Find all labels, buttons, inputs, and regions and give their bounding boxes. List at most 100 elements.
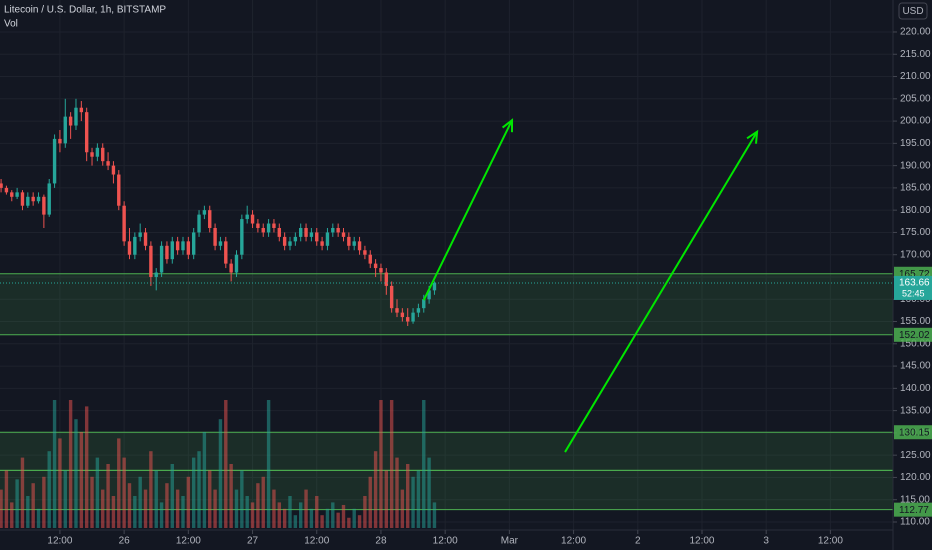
candle-body — [138, 232, 142, 237]
candle-body — [384, 272, 389, 286]
volume-bar — [379, 400, 383, 528]
candle-body — [202, 210, 207, 215]
volume-bar — [213, 489, 217, 528]
volume-bar — [26, 496, 30, 528]
volume-bar — [336, 512, 340, 528]
candle-body — [74, 107, 78, 126]
volume-bar — [373, 451, 378, 528]
x-tick-label: 12:00 — [561, 536, 586, 547]
volume-bar — [127, 483, 132, 528]
volume-bar — [384, 470, 389, 528]
volume-bar — [304, 489, 308, 528]
countdown: 52:45 — [902, 288, 925, 298]
volume-bar — [111, 496, 116, 528]
candle-body — [256, 223, 260, 228]
candle-body — [395, 308, 399, 313]
volume-bar — [20, 457, 25, 528]
candle-body — [298, 227, 303, 237]
candle-body — [363, 250, 367, 255]
y-tick-label: 220.00 — [900, 27, 931, 38]
x-tick-label: 2 — [635, 536, 641, 547]
zone-badge-label: 112.77 — [899, 505, 929, 516]
candle-body — [36, 196, 41, 202]
candle-body — [293, 236, 298, 242]
candle-body — [234, 254, 239, 273]
arrow-head — [501, 118, 514, 133]
arrow-head — [746, 129, 759, 144]
candle-body — [352, 241, 356, 246]
candle-body — [101, 147, 105, 162]
currency-button[interactable] — [898, 2, 928, 20]
candle-body — [170, 241, 174, 260]
candle-body — [58, 138, 62, 144]
zone — [0, 432, 893, 471]
candle-body — [213, 227, 217, 246]
y-tick-label: 145.00 — [900, 361, 931, 372]
volume-bar — [325, 508, 330, 528]
currency[interactable]: USD — [902, 6, 923, 17]
candle-body — [411, 312, 415, 322]
grid — [0, 0, 893, 530]
volume-bar — [133, 496, 137, 528]
candle-body — [0, 183, 3, 188]
y-tick-label: 125.00 — [900, 450, 931, 461]
candle-body — [245, 214, 249, 220]
x-tick-label: 28 — [375, 536, 387, 547]
volume-bar — [416, 470, 421, 528]
volume-bar — [122, 457, 126, 528]
volume-bar — [149, 451, 153, 528]
candle-body — [379, 268, 383, 273]
candle-body — [10, 192, 14, 197]
volume-bar — [143, 489, 148, 528]
zone-badge — [894, 502, 932, 517]
volume-bar — [117, 438, 121, 528]
volume-bar — [341, 504, 346, 528]
volume-bar — [90, 476, 94, 528]
candle-body — [95, 147, 100, 157]
y-tick-label: 175.00 — [900, 227, 931, 238]
volume-bar — [191, 457, 196, 528]
volume-bar — [277, 502, 281, 528]
candle-body — [406, 317, 410, 322]
candle-body — [422, 299, 426, 309]
y-tick-label: 115.00 — [900, 494, 930, 505]
zone-badge-label: 152.02 — [899, 330, 930, 341]
y-tick-label: 205.00 — [900, 93, 931, 104]
candle-body — [4, 187, 9, 193]
last-price-label: 163.66 — [899, 278, 930, 289]
volume-bar — [411, 476, 415, 528]
zone-badge-label: 130.15 — [899, 427, 930, 438]
volume-bar — [31, 483, 35, 528]
candle-body — [15, 192, 19, 197]
volume-bar — [68, 400, 73, 528]
volume-bar — [352, 508, 356, 528]
x-tick-label: Mar — [501, 536, 519, 547]
candle-body — [389, 285, 394, 309]
last-price-badge — [894, 275, 932, 300]
x-tick-label: 12:00 — [818, 536, 843, 547]
volume-label: Vol — [4, 19, 18, 30]
zone-badge — [894, 327, 932, 342]
volume-bar — [256, 483, 260, 528]
volume-bar — [42, 476, 46, 528]
candle-body — [181, 241, 185, 251]
candle-body — [309, 232, 314, 237]
volume-bar — [331, 502, 335, 528]
volume-bar — [101, 489, 105, 528]
candle-body — [111, 165, 116, 175]
volume-bar — [389, 400, 394, 528]
candle-body — [427, 290, 431, 300]
volume-bar — [186, 476, 191, 528]
candle-body — [320, 241, 324, 246]
y-tick-label: 155.00 — [900, 316, 931, 327]
candle-body — [143, 232, 148, 246]
candle-body — [304, 227, 308, 237]
volume-bar — [266, 400, 271, 528]
candle-body — [208, 210, 212, 228]
volume-bar — [47, 451, 51, 528]
candle-body — [357, 241, 362, 251]
x-tick-label: 12:00 — [433, 536, 458, 547]
candle-body — [26, 196, 30, 206]
volume-bar — [395, 457, 399, 528]
candle-body — [288, 241, 292, 246]
